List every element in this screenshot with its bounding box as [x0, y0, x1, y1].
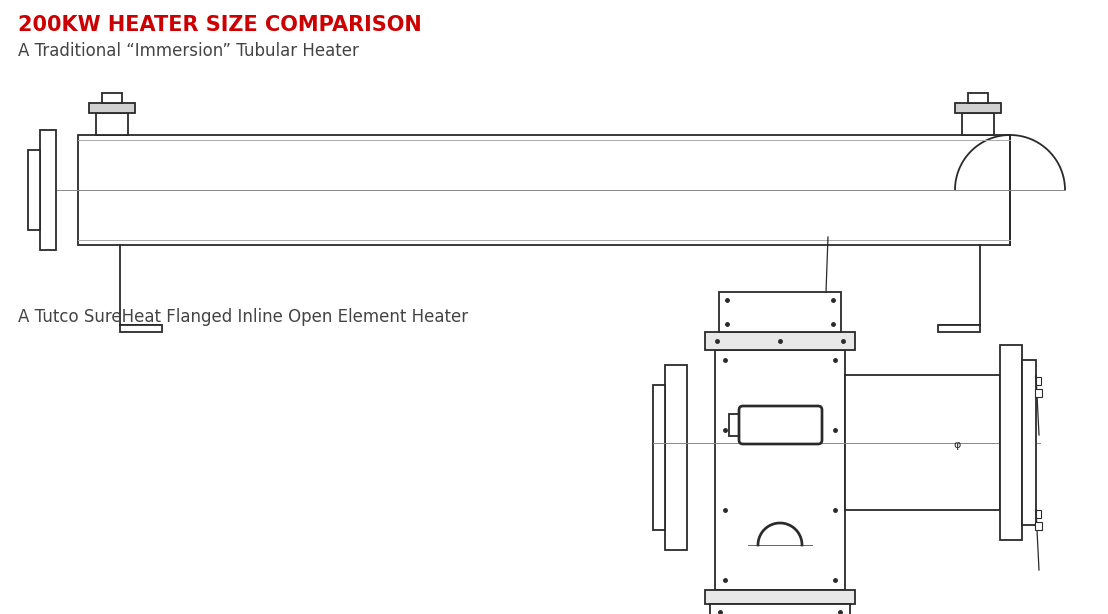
Bar: [1035, 389, 1042, 397]
Bar: [962, 113, 994, 135]
Bar: [705, 332, 855, 350]
FancyBboxPatch shape: [739, 406, 822, 444]
Bar: [715, 350, 845, 590]
Bar: [968, 93, 988, 103]
Bar: [665, 365, 687, 550]
Bar: [102, 93, 122, 103]
Bar: [845, 375, 1001, 510]
Text: 200KW HEATER SIZE COMPARISON: 200KW HEATER SIZE COMPARISON: [18, 15, 422, 35]
Bar: [1001, 345, 1022, 540]
Bar: [955, 103, 1001, 113]
Bar: [719, 292, 841, 332]
Bar: [705, 590, 855, 604]
Bar: [1036, 510, 1042, 518]
Text: φ: φ: [953, 440, 961, 450]
Bar: [1035, 522, 1042, 530]
Bar: [710, 604, 850, 614]
Bar: [120, 325, 162, 332]
Bar: [28, 150, 40, 230]
Bar: [1036, 377, 1042, 385]
Bar: [729, 414, 743, 436]
Bar: [96, 113, 129, 135]
Bar: [1022, 360, 1036, 525]
Bar: [938, 325, 979, 332]
Bar: [40, 130, 57, 250]
Text: A Tutco SureHeat Flanged Inline Open Element Heater: A Tutco SureHeat Flanged Inline Open Ele…: [18, 308, 468, 326]
Bar: [78, 135, 1010, 245]
Bar: [653, 385, 665, 530]
Bar: [89, 103, 135, 113]
Text: A Traditional “Immersion” Tubular Heater: A Traditional “Immersion” Tubular Heater: [18, 42, 359, 60]
